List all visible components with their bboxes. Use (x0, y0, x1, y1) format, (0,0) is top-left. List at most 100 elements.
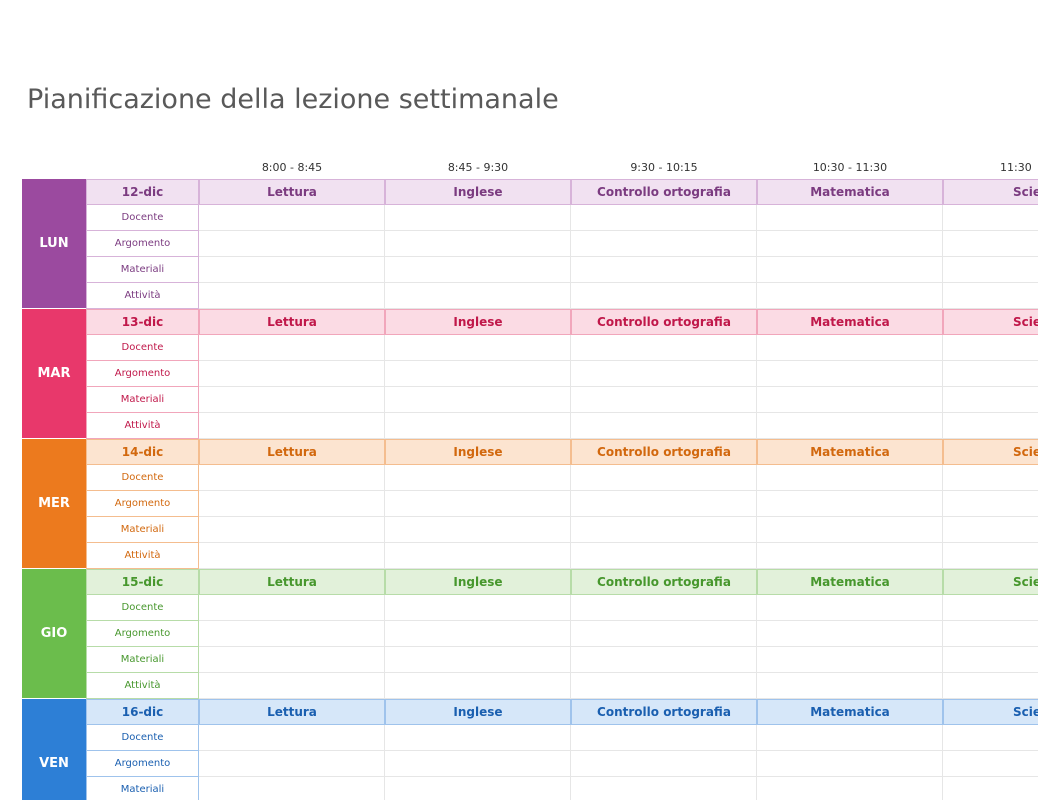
empty-cell (385, 595, 571, 621)
empty-cell (199, 673, 385, 699)
empty-cell (199, 647, 385, 673)
empty-cell (571, 621, 757, 647)
empty-cell (385, 517, 571, 543)
empty-cell (571, 283, 757, 309)
row-label: Materiali (86, 387, 199, 413)
empty-cell (943, 673, 1038, 699)
day-label: MAR (22, 309, 86, 439)
empty-cell (199, 621, 385, 647)
date-cell: 15-dic (86, 569, 199, 595)
empty-cell (571, 673, 757, 699)
empty-cell (385, 491, 571, 517)
page-title: Pianificazione della lezione settimanale (27, 84, 559, 115)
row-label: Materiali (86, 647, 199, 673)
empty-cell (571, 647, 757, 673)
time-header: 10:30 - 11:30 (812, 160, 888, 174)
empty-cell (199, 543, 385, 569)
subject-header: Controllo ortografia (571, 179, 757, 205)
subject-header: Scie (943, 699, 1038, 725)
empty-cell (943, 205, 1038, 231)
row-label: Docente (86, 335, 199, 361)
empty-cell (757, 517, 943, 543)
empty-cell (199, 777, 385, 800)
empty-cell (385, 777, 571, 800)
subject-header: Lettura (199, 309, 385, 335)
empty-cell (571, 725, 757, 751)
subject-header: Matematica (757, 179, 943, 205)
row-label: Attività (86, 673, 199, 699)
empty-cell (943, 361, 1038, 387)
subject-header: Matematica (757, 569, 943, 595)
day-label: MER (22, 439, 86, 569)
day-label: LUN (22, 179, 86, 309)
empty-cell (757, 413, 943, 439)
empty-cell (385, 205, 571, 231)
empty-cell (757, 257, 943, 283)
empty-cell (943, 751, 1038, 777)
row-label: Docente (86, 595, 199, 621)
empty-cell (757, 231, 943, 257)
empty-cell (199, 413, 385, 439)
empty-cell (571, 543, 757, 569)
row-label: Docente (86, 725, 199, 751)
subject-header: Controllo ortografia (571, 569, 757, 595)
empty-cell (571, 335, 757, 361)
time-header: 8:45 - 9:30 (447, 160, 509, 174)
row-label: Materiali (86, 517, 199, 543)
row-label: Materiali (86, 257, 199, 283)
empty-cell (571, 413, 757, 439)
empty-cell (571, 595, 757, 621)
subject-header: Controllo ortografia (571, 439, 757, 465)
empty-cell (571, 465, 757, 491)
empty-cell (757, 751, 943, 777)
empty-cell (199, 491, 385, 517)
empty-cell (757, 647, 943, 673)
empty-cell (943, 387, 1038, 413)
subject-header: Scie (943, 439, 1038, 465)
subject-header: Inglese (385, 179, 571, 205)
empty-cell (943, 621, 1038, 647)
empty-cell (199, 361, 385, 387)
subject-header: Scie (943, 179, 1038, 205)
empty-cell (757, 335, 943, 361)
empty-cell (757, 621, 943, 647)
empty-cell (199, 231, 385, 257)
subject-header: Controllo ortografia (571, 309, 757, 335)
empty-cell (943, 647, 1038, 673)
day-label: VEN (22, 699, 86, 800)
day-label: GIO (22, 569, 86, 699)
empty-cell (385, 361, 571, 387)
empty-cell (199, 465, 385, 491)
empty-cell (571, 491, 757, 517)
subject-header: Matematica (757, 439, 943, 465)
row-label: Docente (86, 465, 199, 491)
empty-cell (199, 517, 385, 543)
empty-cell (943, 257, 1038, 283)
empty-cell (385, 543, 571, 569)
row-label: Argomento (86, 621, 199, 647)
row-label: Materiali (86, 777, 199, 800)
empty-cell (385, 387, 571, 413)
time-header: 9:30 - 10:15 (630, 160, 698, 174)
empty-cell (199, 335, 385, 361)
date-cell: 16-dic (86, 699, 199, 725)
empty-cell (757, 777, 943, 800)
subject-header: Lettura (199, 699, 385, 725)
empty-cell (757, 673, 943, 699)
empty-cell (943, 595, 1038, 621)
empty-cell (571, 361, 757, 387)
empty-cell (385, 413, 571, 439)
row-label: Argomento (86, 751, 199, 777)
row-label: Docente (86, 205, 199, 231)
empty-cell (385, 751, 571, 777)
empty-cell (571, 517, 757, 543)
empty-cell (757, 205, 943, 231)
empty-cell (943, 543, 1038, 569)
empty-cell (943, 413, 1038, 439)
empty-cell (199, 751, 385, 777)
empty-cell (943, 491, 1038, 517)
empty-cell (757, 387, 943, 413)
empty-cell (385, 725, 571, 751)
empty-cell (199, 257, 385, 283)
